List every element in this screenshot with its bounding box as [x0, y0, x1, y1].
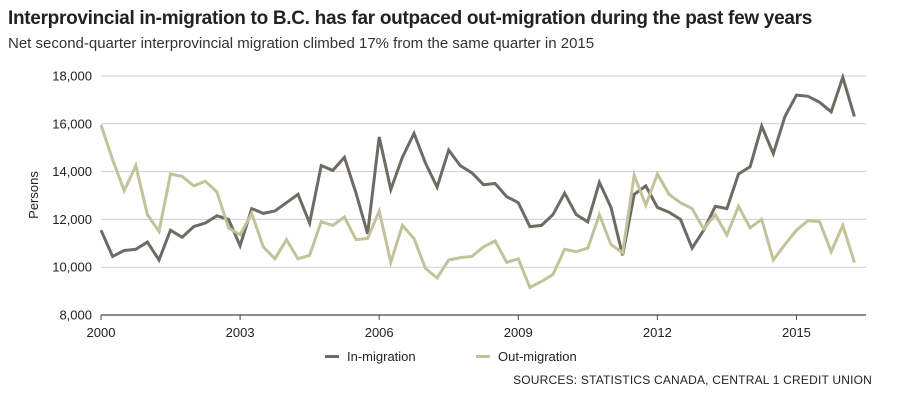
legend-label-in-migration: In-migration: [347, 349, 416, 364]
x-tick-label: 2000: [87, 325, 116, 340]
x-tick-label: 2006: [365, 325, 394, 340]
x-tick-label: 2015: [782, 325, 811, 340]
legend-label-out-migration: Out-migration: [498, 349, 577, 364]
x-tick-label: 2009: [504, 325, 533, 340]
y-tick-label: 12,000: [52, 212, 92, 227]
y-axis-label: Persons: [26, 171, 41, 219]
chart-title: Interprovincial in-migration to B.C. has…: [8, 8, 812, 29]
chart-subtitle: Net second-quarter interprovincial migra…: [8, 35, 595, 52]
legend-item-out-migration: Out-migration: [476, 349, 577, 364]
x-tick-label: 2012: [643, 325, 672, 340]
grid-lines: [101, 75, 866, 316]
y-tick-label: 18,000: [52, 69, 92, 84]
x-tick-label: 2003: [226, 325, 255, 340]
source-note: SOURCES: STATISTICS CANADA, CENTRAL 1 CR…: [513, 373, 872, 387]
y-tick-label: 14,000: [52, 164, 92, 179]
series-lines: [99, 72, 856, 290]
y-axis-ticks: 8,000 10,000 12,000 14,000 16,000 18,000: [52, 69, 92, 323]
legend-swatch-out-migration: [476, 355, 490, 358]
series-line-out-migration: [99, 124, 856, 290]
y-tick-label: 8,000: [59, 308, 92, 323]
y-tick-label: 16,000: [52, 116, 92, 131]
legend-item-in-migration: In-migration: [325, 349, 416, 364]
x-axis-ticks: 2000 2003 2006 2009 2012 2015: [87, 315, 811, 340]
legend-swatch-in-migration: [325, 355, 339, 358]
series-line-in-migration: [99, 72, 856, 264]
y-tick-label: 10,000: [52, 260, 92, 275]
